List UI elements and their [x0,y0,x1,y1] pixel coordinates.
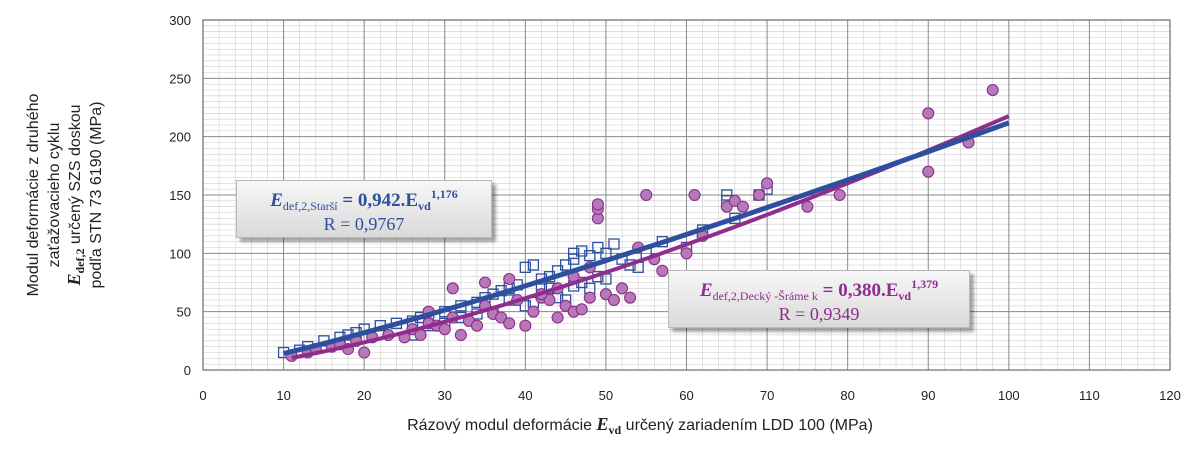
point-circle [922,165,935,178]
x-axis-title: Rázový modul deformácie Evd určený zaria… [407,414,873,437]
equation-rhs-sub: vd [898,289,912,303]
point-circle [761,177,774,190]
point-circle [446,282,459,295]
point-circle [656,264,669,277]
point-circle [503,317,516,330]
x-tick-label: 30 [438,388,452,403]
x-tick-label: 20 [357,388,371,403]
point-circle [519,319,532,332]
equation-lhs: E [699,280,713,301]
point-square [721,189,733,201]
point-circle [607,293,621,307]
y-tick-labels: 0 50 100 150 200 250 300 [169,13,191,378]
equation-exponent: 1,176 [430,187,458,201]
equation-line: Edef,2,Decký -Šráme k = 0,380.Evd1,379 [669,277,969,304]
point-square [559,259,572,271]
equation-rhs-sub: vd [418,199,431,213]
x-tick-label: 90 [921,388,935,403]
y-tick-label: 100 [169,246,191,261]
point-circle [591,198,604,211]
x-tick-label: 50 [599,388,613,403]
point-square [608,238,620,250]
point-square [584,250,596,262]
point-circle [922,107,935,120]
y-tick-label: 250 [169,71,191,86]
point-circle [527,305,540,318]
point-circle [495,311,508,324]
equation-rhs: = 0,942.E [342,190,419,211]
x-tick-label: 110 [1079,388,1100,403]
point-circle [583,291,596,304]
point-circle [543,293,556,307]
point-square [592,241,604,254]
point-circle [986,83,999,97]
y-tick-label: 300 [169,13,191,28]
point-circle [503,272,516,286]
y-tick-label: 0 [184,363,191,378]
point-circle [624,291,637,304]
point-circle [752,188,766,202]
x-tick-label: 70 [760,388,774,403]
x-tick-label: 80 [840,388,854,403]
x-tick-label: 40 [518,388,532,403]
y-tick-label: 50 [177,305,191,320]
equation-lhs-sub: def,2,Starší [282,199,338,213]
equation-r-value: R = 0,9349 [778,304,860,324]
point-circle [615,282,629,295]
point-circle [640,188,653,202]
point-circle [454,328,467,342]
equation-r-value: R = 0,9767 [323,214,405,234]
point-circle [438,323,451,336]
point-circle [470,319,484,332]
equation-box-decky-sramek: Edef,2,Decký -Šráme k = 0,380.Evd1,379 R… [668,270,970,328]
x-tick-label: 120 [1159,388,1181,403]
y-tick-label: 200 [169,130,191,145]
x-tick-label: 10 [276,388,290,403]
point-circle [720,200,733,213]
point-circle [599,288,612,301]
point-square [519,261,531,273]
y-tick-label: 150 [169,188,191,203]
point-square [568,253,580,265]
point-circle [551,311,564,324]
point-circle [680,247,693,260]
axis-titles: Rázový modul deformácie Evd určený zaria… [25,94,873,437]
plot-frame [202,19,1171,371]
point-square [568,247,580,259]
plot-area-border [202,19,1171,371]
equation-lhs-sub: def,2,Decký -Šráme k [712,289,818,303]
point-square [519,300,531,312]
point-circle [478,276,492,289]
point-circle [728,194,741,207]
x-tick-label: 0 [199,388,206,403]
equation-lhs: E [270,190,283,211]
point-circle [688,188,701,202]
x-tick-label: 60 [679,388,693,403]
trend-lines [283,114,1010,360]
equation-box-starsi: Edef,2,Starší = 0,942.Evd1,176 R = 0,976… [236,180,492,238]
point-circle [736,200,749,213]
equation-rhs: = 0,380.E [822,280,899,301]
point-square [527,259,540,271]
equation-exponent: 1,379 [911,277,939,291]
trend-line-starsi [283,120,1010,356]
y-axis-title: Modul deformácie z druhého zaťažovacieho … [25,94,105,297]
point-circle [575,303,588,316]
point-circle [833,188,846,202]
equation-line: Edef,2,Starší = 0,942.Evd1,176 [237,187,491,214]
point-circle [559,299,572,312]
point-circle [358,346,371,359]
x-tick-label: 100 [998,388,1020,403]
x-tick-labels: 0 10 20 30 40 50 60 70 80 90 100 110 120 [199,388,1180,403]
